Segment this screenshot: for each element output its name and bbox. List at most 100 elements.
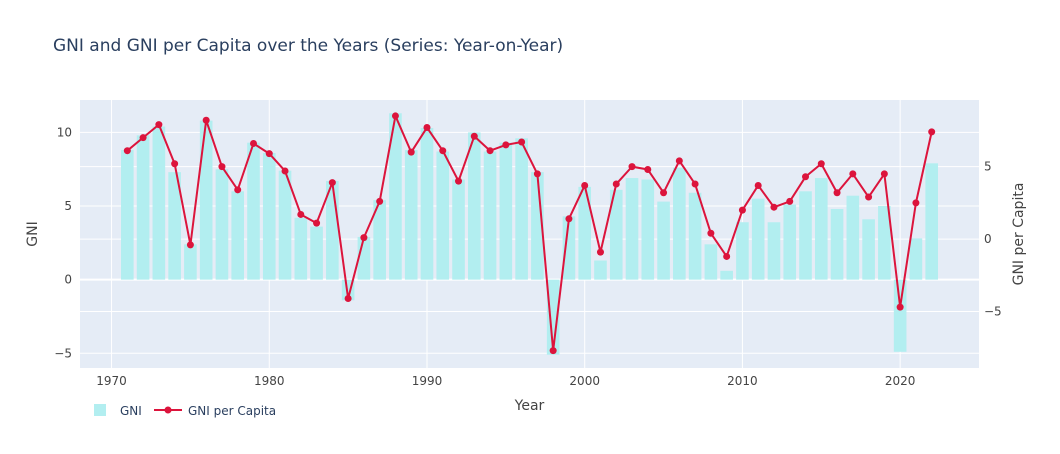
gni-bar bbox=[420, 127, 434, 280]
gni-bar bbox=[578, 186, 592, 280]
gni-bar bbox=[862, 219, 875, 280]
gni-per-capita-point bbox=[313, 219, 321, 227]
y-left-tick-label: 5 bbox=[64, 199, 72, 213]
gni-bar bbox=[704, 244, 718, 280]
gni-per-capita-point bbox=[691, 180, 699, 188]
x-tick-label: 2000 bbox=[569, 374, 600, 388]
y-axis-right-title: GNI per Capita bbox=[1011, 183, 1027, 286]
gni-per-capita-point bbox=[660, 189, 668, 197]
gni-bar bbox=[641, 179, 655, 280]
gni-bar bbox=[925, 163, 938, 280]
gni-per-capita-point bbox=[896, 303, 904, 311]
gni-per-capita-point bbox=[865, 193, 873, 201]
gni-per-capita-point bbox=[391, 112, 399, 120]
gni-per-capita-line bbox=[123, 112, 936, 355]
gni-bar bbox=[688, 192, 702, 280]
gni-per-capita-point bbox=[439, 147, 447, 155]
gni-bar bbox=[404, 150, 418, 280]
gni-bar bbox=[373, 200, 386, 280]
gni-bar bbox=[262, 153, 276, 280]
gni-per-capita-point bbox=[360, 234, 368, 242]
gni-bar bbox=[136, 135, 150, 280]
gni-per-capita-point bbox=[612, 180, 620, 188]
legend-item-gni-per-capita[interactable]: GNI per Capita bbox=[154, 404, 276, 418]
legend-item-gni[interactable]: GNI bbox=[94, 404, 142, 418]
gni-per-capita-point bbox=[628, 163, 636, 171]
gni-bar bbox=[467, 132, 481, 280]
y-left-tick-label: −5 bbox=[54, 346, 72, 360]
gni-per-capita-point bbox=[376, 197, 384, 205]
gni-bar bbox=[436, 151, 450, 280]
gni-bar bbox=[294, 217, 308, 280]
gni-per-capita-point bbox=[738, 206, 746, 214]
x-tick-label: 1970 bbox=[96, 374, 127, 388]
gni-bar bbox=[767, 222, 781, 280]
gni-per-capita-point bbox=[502, 141, 510, 149]
gni-per-capita-point bbox=[344, 294, 352, 302]
y-right-tick-label: 0 bbox=[984, 232, 992, 246]
y-right-tick-label: 5 bbox=[984, 160, 992, 174]
gni-per-capita-point bbox=[470, 132, 478, 140]
gni-bar bbox=[452, 179, 465, 280]
gni-per-capita-point bbox=[455, 177, 463, 185]
gni-per-capita-point bbox=[549, 347, 557, 355]
gni-bar bbox=[846, 195, 860, 280]
gni-bar bbox=[830, 208, 844, 280]
gni-bar bbox=[799, 191, 812, 280]
gni-per-capita-point bbox=[675, 157, 683, 165]
gni-bar bbox=[751, 198, 765, 280]
gni-per-capita-point bbox=[297, 210, 305, 218]
gni-per-capita-point bbox=[849, 170, 857, 178]
x-axis-title: Year bbox=[514, 398, 545, 414]
gni-per-capita-point bbox=[155, 121, 163, 129]
gni-bar bbox=[546, 279, 560, 355]
gni-bar bbox=[878, 206, 891, 280]
gni-per-capita-point bbox=[171, 160, 179, 168]
gni-bar bbox=[814, 178, 828, 280]
gni-bar bbox=[199, 120, 213, 280]
gni-bar bbox=[562, 216, 576, 280]
gni-per-capita-point bbox=[249, 139, 257, 147]
gni-bar bbox=[483, 151, 497, 280]
gni-per-capita-point bbox=[202, 116, 210, 124]
y-axis-left-title: GNI bbox=[25, 221, 41, 246]
gni-per-capita-point bbox=[723, 252, 731, 260]
gni-per-capita-point bbox=[565, 215, 573, 223]
gni-per-capita-point bbox=[707, 229, 715, 237]
gni-bar bbox=[247, 142, 260, 280]
gni-per-capita-point bbox=[754, 181, 762, 189]
gni-per-capita-point bbox=[817, 160, 825, 168]
gni-bar bbox=[893, 279, 907, 352]
gni-per-capita-point bbox=[265, 150, 273, 158]
gni-per-capita-point bbox=[644, 166, 652, 174]
y-right-tick-label: −5 bbox=[984, 305, 1002, 319]
x-tick-label: 2020 bbox=[885, 374, 916, 388]
gni-per-capita-point bbox=[802, 173, 810, 181]
gni-bar bbox=[657, 201, 670, 280]
x-tick-label: 2010 bbox=[727, 374, 758, 388]
plot-background bbox=[80, 100, 979, 368]
legend[interactable]: GNI GNI per Capita bbox=[94, 404, 276, 418]
gni-bar bbox=[594, 260, 607, 280]
gni-per-capita-point bbox=[123, 147, 131, 155]
gni-bar bbox=[736, 222, 749, 280]
gni-bar bbox=[673, 167, 686, 280]
gni-per-capita-point bbox=[581, 181, 589, 189]
gni-per-capita-point bbox=[423, 124, 431, 132]
gni-per-capita-point bbox=[880, 170, 888, 178]
gni-bar bbox=[499, 142, 513, 280]
gni-per-capita-point bbox=[486, 147, 494, 155]
gni-per-capita-point bbox=[218, 163, 226, 171]
gni-per-capita-point bbox=[518, 138, 526, 146]
gni-bar bbox=[515, 138, 528, 280]
gni-per-capita-point bbox=[186, 241, 194, 249]
grid-lines bbox=[80, 100, 979, 368]
x-tick-label: 1990 bbox=[412, 374, 443, 388]
gni-bar bbox=[121, 150, 134, 280]
gni-bar bbox=[389, 113, 402, 280]
gni-bar bbox=[909, 238, 923, 280]
gni-per-capita-point bbox=[234, 186, 242, 194]
gni-bar bbox=[231, 191, 245, 280]
gni-per-capita-point bbox=[928, 128, 936, 136]
